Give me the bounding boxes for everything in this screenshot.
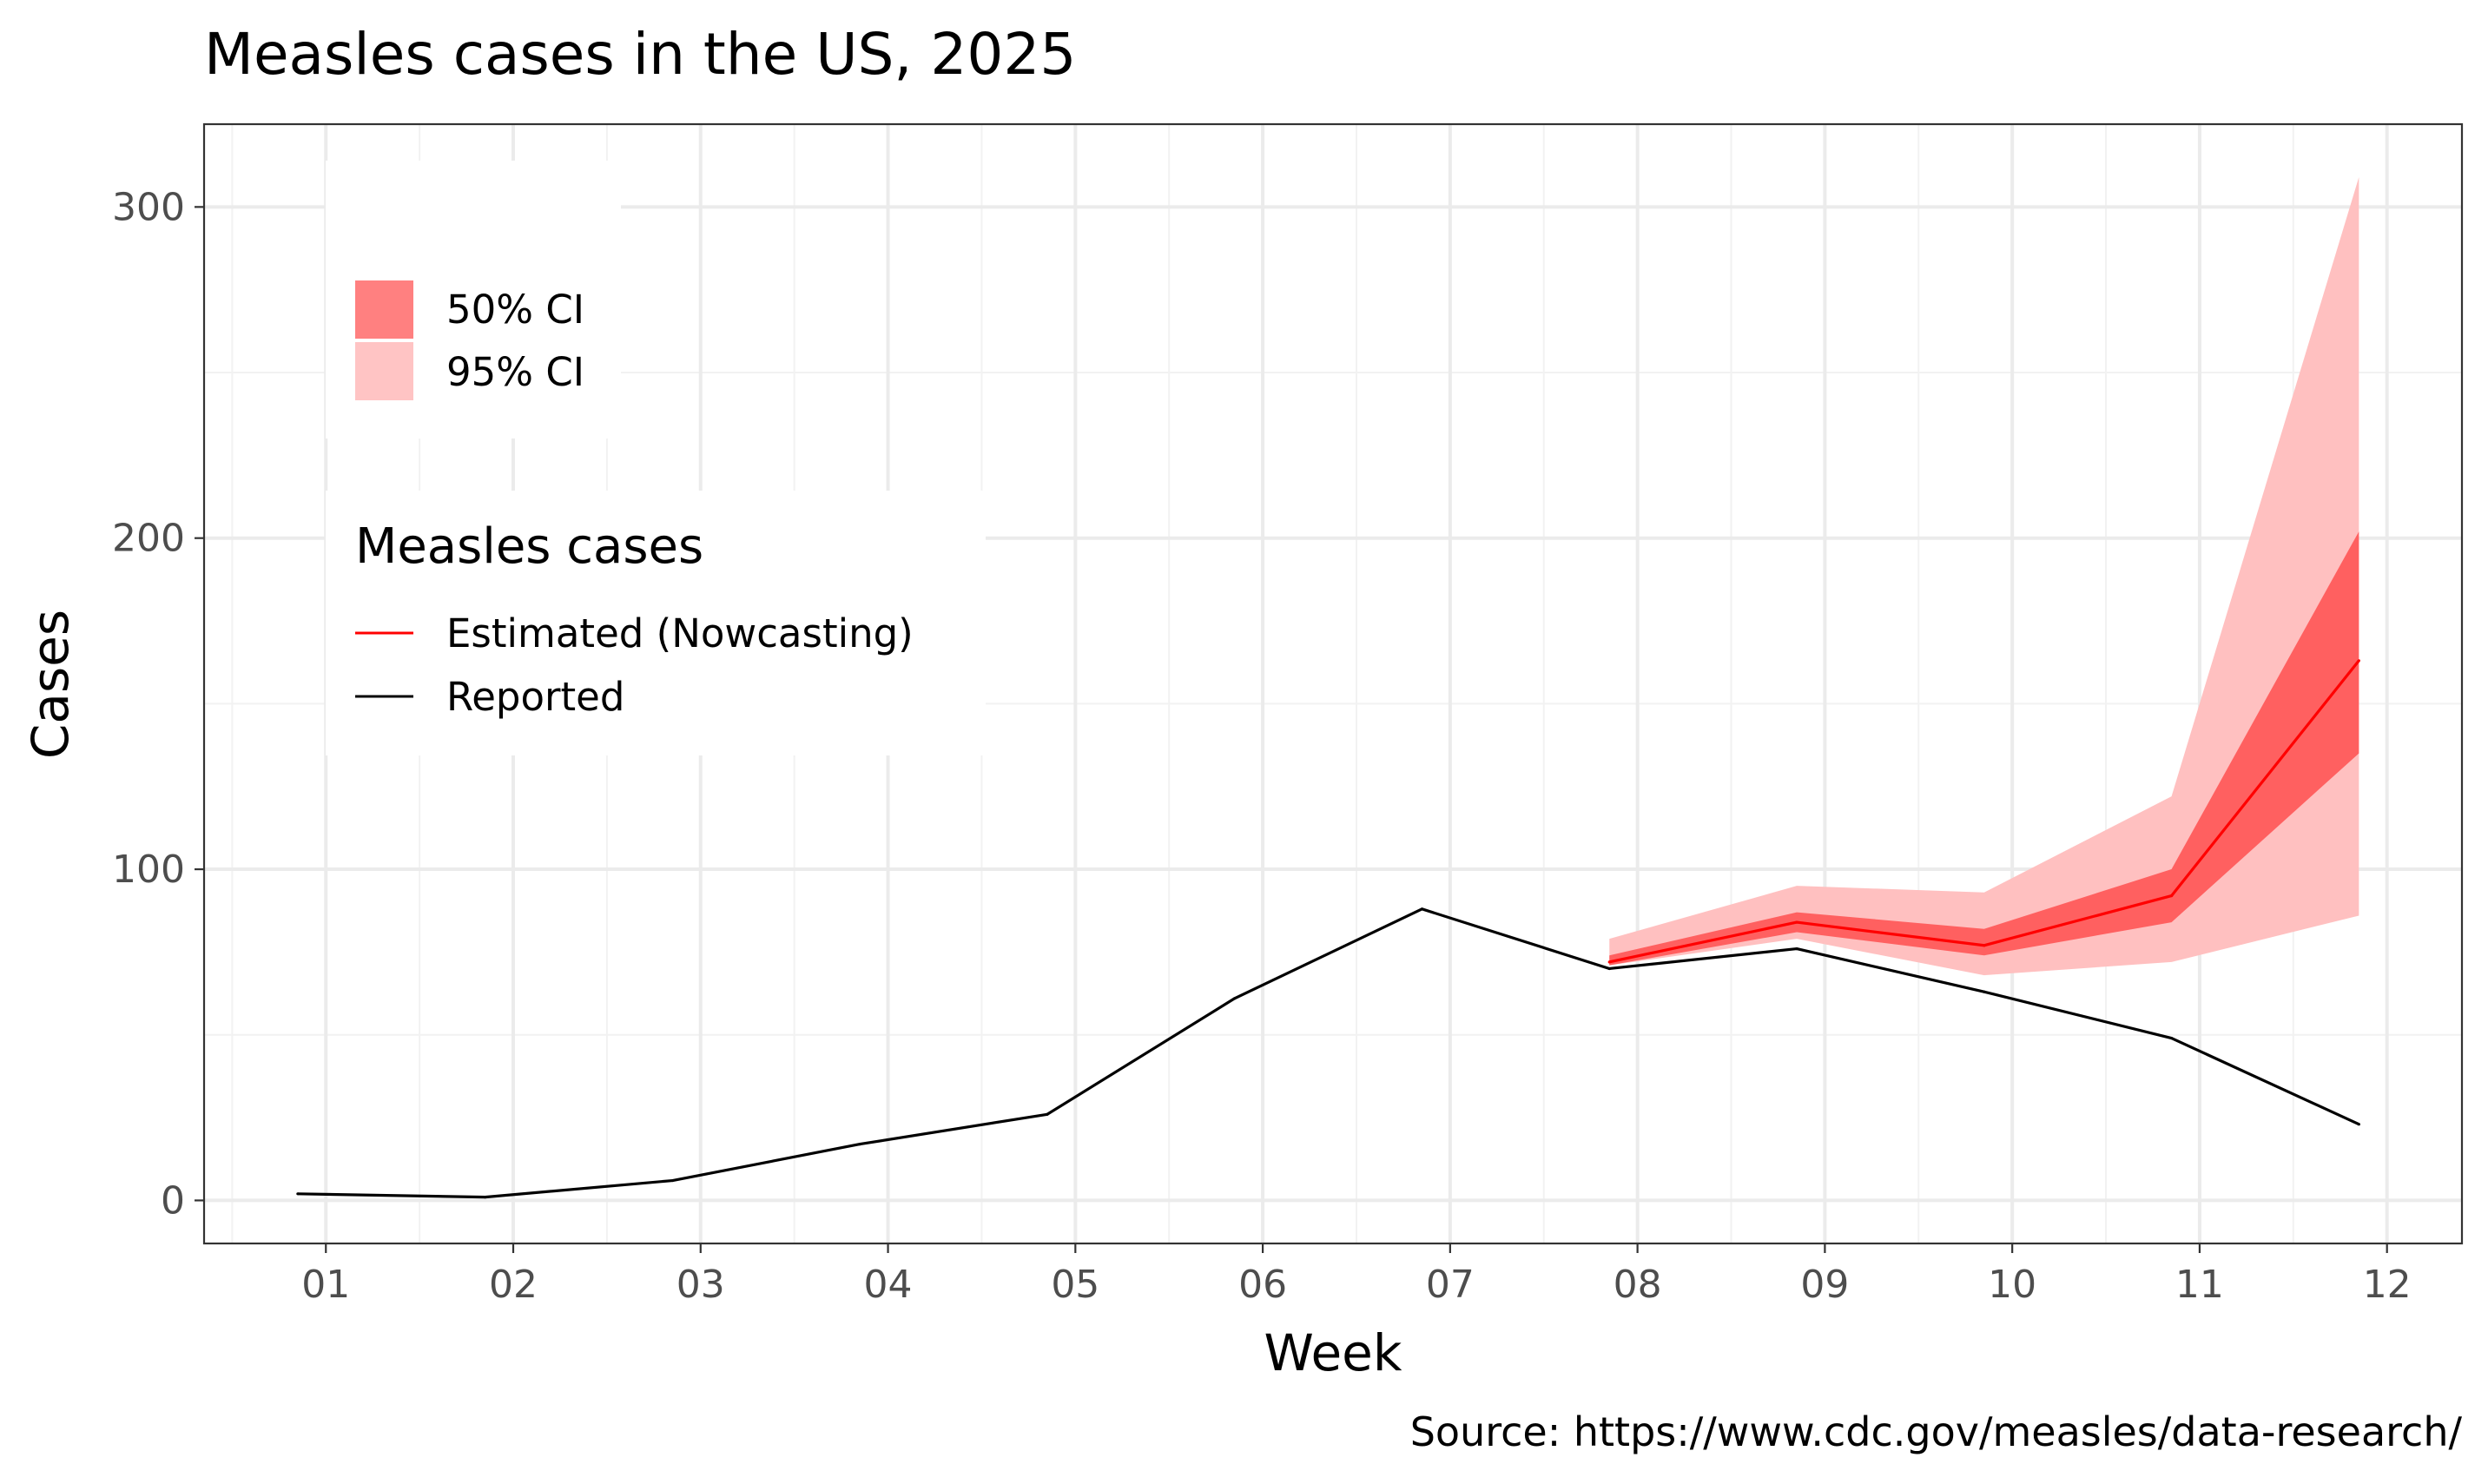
legend-cases-title: Measles cases: [355, 518, 703, 575]
x-tick-label: 01: [301, 1263, 350, 1307]
x-tick-label: 07: [1426, 1263, 1475, 1307]
y-tick-label: 0: [161, 1178, 185, 1223]
legend-label-50ci: 50% CI: [446, 287, 584, 333]
legend-cases: Measles cases Estimated (Nowcasting) Rep…: [326, 491, 986, 755]
data-point-reported: [670, 1178, 675, 1183]
data-point-reported: [296, 1192, 300, 1196]
legend-label-95ci: 95% CI: [446, 349, 584, 395]
x-axis-title: Week: [1264, 1323, 1402, 1382]
ci-bands: [1609, 177, 2359, 976]
x-tick-label: 08: [1614, 1263, 1662, 1307]
data-point-reported: [858, 1142, 861, 1146]
x-tick-label: 04: [864, 1263, 913, 1307]
data-point-reported: [484, 1196, 487, 1199]
x-tick-label: 03: [676, 1263, 725, 1307]
y-axis: 0 100 200 300: [112, 185, 204, 1223]
data-point-estimated-nowcasting: [2169, 894, 2174, 898]
legend-cases-background: [326, 491, 986, 755]
data-point-reported: [1983, 990, 1986, 993]
legend-swatch-50ci: [355, 280, 413, 339]
data-point-reported: [1420, 907, 1424, 911]
x-tick-label: 05: [1051, 1263, 1099, 1307]
x-tick-label: 09: [1800, 1263, 1849, 1307]
y-tick-label: 100: [112, 848, 185, 892]
x-tick-label: 12: [2363, 1263, 2412, 1307]
data-point-reported: [1046, 1112, 1049, 1116]
data-point-reported: [1795, 946, 1798, 951]
data-point-estimated-nowcasting: [1983, 944, 1986, 947]
source-caption: Source: https://www.cdc.gov/measles/data…: [1410, 1408, 2463, 1455]
x-tick-label: 11: [2175, 1263, 2224, 1307]
data-point-estimated-nowcasting: [2357, 659, 2360, 663]
series-lines: [296, 659, 2360, 1199]
legend-label-estimated: Estimated (Nowcasting): [446, 610, 914, 656]
x-axis: 01 02 03 04 05 06 07 08 09 10 11 12: [301, 1243, 2412, 1307]
chart-title: Measles cases in the US, 2025: [204, 21, 1076, 88]
band-95-ci: [1609, 177, 2359, 976]
x-tick-label: 02: [489, 1263, 538, 1307]
data-point-reported: [1233, 997, 1237, 1000]
data-point-reported: [2169, 1036, 2174, 1040]
x-tick-label: 06: [1238, 1263, 1287, 1307]
legend-label-reported: Reported: [446, 674, 624, 720]
plot-border: [202, 122, 2464, 1245]
x-tick-label: 10: [1988, 1263, 2036, 1307]
y-tick-label: 300: [112, 185, 185, 229]
y-axis-title: Cases: [21, 610, 80, 759]
y-tick-label: 200: [112, 517, 185, 561]
legend-ci: 50% CI 95% CI: [326, 161, 621, 439]
data-point-reported: [2357, 1123, 2360, 1126]
data-point-estimated-nowcasting: [1607, 960, 1611, 964]
data-point-reported: [1607, 966, 1611, 971]
data-point-estimated-nowcasting: [1795, 920, 1798, 924]
series-line-reported: [297, 907, 2359, 1199]
legend-swatch-95ci: [355, 342, 413, 400]
